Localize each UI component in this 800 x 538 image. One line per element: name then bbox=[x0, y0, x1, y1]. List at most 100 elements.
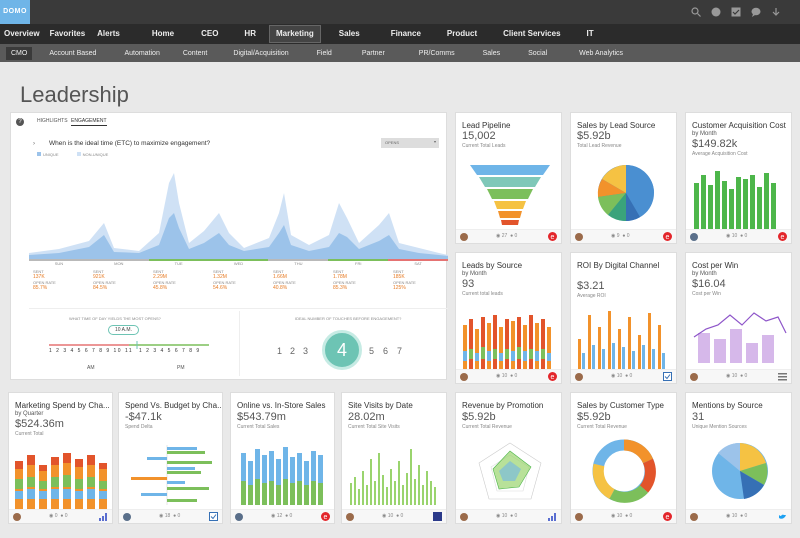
nav-marketing[interactable]: Marketing bbox=[268, 25, 321, 43]
stacked-bar-chart bbox=[463, 315, 551, 369]
nav-finance[interactable]: Finance bbox=[390, 29, 421, 38]
subnav-field[interactable]: Field bbox=[316, 49, 332, 57]
metric-select-value: OPENS bbox=[385, 140, 400, 145]
comment-count: 18 bbox=[164, 513, 171, 519]
card-marketing-spend[interactable]: Marketing Spend by Cha... by Quarter $52… bbox=[8, 392, 113, 524]
nav-client-services[interactable]: Client Services bbox=[503, 29, 561, 38]
twitter-icon bbox=[779, 514, 786, 519]
card-sales-by-customer-type[interactable]: Sales by Customer Type $5.92b Current To… bbox=[570, 392, 677, 524]
primary-nav: Overview Favorites Alerts Home CEO HR Ma… bbox=[0, 24, 800, 44]
svg-text:e: e bbox=[666, 514, 670, 521]
time-scale bbox=[49, 341, 209, 349]
comment-icon: ● bbox=[740, 513, 745, 519]
funnel-chart bbox=[470, 165, 550, 225]
tab-highlights[interactable]: HIGHLIGHTS bbox=[37, 118, 68, 124]
day-axis: SUN MON TUE WED THU FRI SAT bbox=[29, 259, 449, 266]
eloqua-icon: e bbox=[663, 232, 672, 241]
card-meta: ◉ 10 ● 0 bbox=[726, 233, 747, 239]
card-title: ROI By Digital Channel bbox=[577, 261, 660, 270]
subnav-partner[interactable]: Partner bbox=[361, 49, 385, 57]
day-bar: FRI bbox=[328, 259, 389, 266]
legend-unique: UNIQUE bbox=[37, 152, 59, 157]
svg-text:e: e bbox=[666, 234, 670, 241]
subnav-cmo[interactable]: CMO bbox=[6, 46, 33, 60]
sent-label: SENT bbox=[213, 269, 224, 274]
open-value: 54.6% bbox=[213, 285, 228, 291]
divider-vertical bbox=[239, 311, 240, 376]
card-mentions-by-source[interactable]: Mentions by Source 31 Unique Mention Sou… bbox=[685, 392, 792, 524]
card-label: Current Total bbox=[15, 431, 44, 437]
area-unique bbox=[29, 213, 448, 259]
subnav-account-based[interactable]: Account Based bbox=[49, 49, 97, 57]
time-question: WHAT TIME OF DAY YIELDS THE MOST OPENS? bbox=[69, 316, 161, 321]
sent-value: 137K bbox=[33, 274, 45, 280]
eye-icon: ◉ bbox=[382, 513, 388, 519]
nav-favorites[interactable]: Favorites bbox=[49, 29, 86, 38]
list-icon bbox=[778, 373, 787, 381]
nav-it[interactable]: IT bbox=[586, 29, 594, 38]
nav-alerts[interactable]: Alerts bbox=[97, 29, 120, 38]
card-revenue-by-promotion[interactable]: Revenue by Promotion $5.92b Current Tota… bbox=[455, 392, 562, 524]
collapse-icon[interactable]: › bbox=[33, 141, 35, 147]
open-label: OPEN RATE bbox=[93, 280, 116, 285]
checkbox-icon[interactable] bbox=[730, 6, 742, 18]
nav-hr[interactable]: HR bbox=[244, 29, 256, 38]
eye-icon: ◉ bbox=[159, 513, 165, 519]
card-value: $524.36m bbox=[15, 418, 64, 430]
page-title: Leadership bbox=[20, 82, 129, 107]
eye-icon: ◉ bbox=[496, 373, 502, 379]
eye-icon: ◉ bbox=[496, 233, 502, 239]
eye-icon: ◉ bbox=[611, 373, 617, 379]
open-value: 125% bbox=[393, 285, 406, 291]
domo-logo[interactable]: DOMO bbox=[0, 0, 30, 24]
globe-icon[interactable] bbox=[710, 6, 722, 18]
card-title: Lead Pipeline bbox=[462, 121, 511, 130]
card-site-visits[interactable]: Site Visits by Date 28.02m Current Total… bbox=[341, 392, 447, 524]
subnav-sales[interactable]: Sales bbox=[482, 49, 501, 57]
sent-value: 1.32M bbox=[213, 274, 227, 280]
subnav-web-analytics[interactable]: Web Analytics bbox=[579, 49, 624, 57]
open-value: 45.8% bbox=[153, 285, 168, 291]
like-count: 0 bbox=[744, 513, 748, 519]
comment-count: 27 bbox=[501, 233, 508, 239]
search-icon[interactable] bbox=[690, 6, 702, 18]
day-bar: THU bbox=[268, 259, 329, 266]
tab-engagement[interactable]: ENGAGEMENT bbox=[71, 118, 107, 126]
download-icon[interactable] bbox=[770, 6, 782, 18]
subnav-content[interactable]: Content bbox=[182, 49, 208, 57]
card-leads-by-source[interactable]: Leads by Source by Month 93 Current tota… bbox=[455, 252, 562, 384]
subnav-pr-comms[interactable]: PR/Comms bbox=[418, 49, 455, 57]
subnav-digital-acquisition[interactable]: Digital/Acquisition bbox=[233, 49, 289, 57]
nav-overview[interactable]: Overview bbox=[4, 29, 40, 38]
card-sales-by-lead-source[interactable]: Sales by Lead Source $5.92b Total Lead R… bbox=[570, 112, 677, 244]
eye-icon: ◉ bbox=[496, 513, 502, 519]
metric-select[interactable]: OPENS ▾ bbox=[381, 138, 439, 148]
avatar bbox=[690, 513, 698, 521]
card-spend-vs-budget[interactable]: Spend Vs. Budget by Cha... -$47.1k Spend… bbox=[118, 392, 223, 524]
card-lead-pipeline[interactable]: Lead Pipeline 15,002 Current Total Leads… bbox=[455, 112, 562, 244]
chat-icon[interactable] bbox=[750, 6, 762, 18]
card-cost-per-win[interactable]: Cost per Win by Month $16.04 Cost per Wi… bbox=[685, 252, 792, 384]
open-value: 85.3% bbox=[333, 285, 348, 291]
subnav-automation[interactable]: Automation bbox=[124, 49, 160, 57]
metric-col: SENT 137K OPEN RATE 85.7% bbox=[29, 269, 89, 291]
touch-1: 1 bbox=[277, 346, 283, 356]
card-meta: ◉ 27 ● 0 bbox=[496, 233, 517, 239]
card-online-vs-instore[interactable]: Online vs. In-Store Sales $543.79m Curre… bbox=[230, 392, 335, 524]
nav-sales[interactable]: Sales bbox=[338, 29, 360, 38]
day-label: FRI bbox=[355, 261, 362, 266]
bar-chart bbox=[694, 171, 776, 229]
svg-text:e: e bbox=[324, 514, 328, 521]
comment-icon: ● bbox=[510, 513, 515, 519]
help-icon[interactable]: ? bbox=[16, 118, 24, 126]
card-value: $149.82k bbox=[692, 138, 738, 150]
card-roi-by-digital-channel[interactable]: ROI By Digital Channel $3.21 Average ROI… bbox=[570, 252, 677, 384]
card-title: Sales by Customer Type bbox=[577, 401, 665, 410]
like-count: 0 bbox=[514, 233, 518, 239]
nav-home[interactable]: Home bbox=[151, 29, 175, 38]
nav-product[interactable]: Product bbox=[446, 29, 478, 38]
subnav-social[interactable]: Social bbox=[528, 49, 548, 57]
nav-ceo[interactable]: CEO bbox=[201, 29, 219, 38]
sent-value: 185K bbox=[393, 274, 405, 280]
card-customer-acquisition-cost[interactable]: Customer Acquisition Cost by Month $149.… bbox=[685, 112, 792, 244]
